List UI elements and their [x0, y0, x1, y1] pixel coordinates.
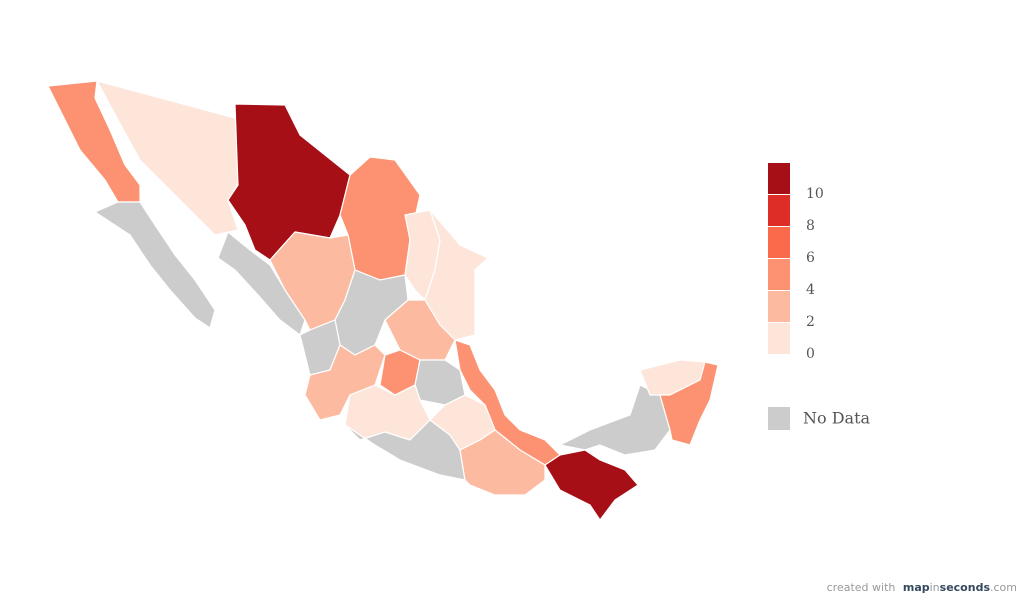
credit-prefix: created with	[827, 581, 896, 594]
credit-brand: in	[930, 581, 940, 594]
legend-swatch	[768, 291, 790, 322]
region	[94, 201, 216, 329]
credit-brand: map	[903, 581, 930, 594]
legend-label: 0	[806, 346, 815, 362]
region	[659, 361, 719, 446]
legend-swatch	[768, 407, 790, 430]
legend: 0 2 4 6 8 10 No Data	[768, 163, 871, 430]
legend-swatch	[768, 163, 790, 194]
legend-swatch	[768, 259, 790, 290]
legend-swatch	[768, 195, 790, 226]
regions	[47, 80, 719, 521]
region	[47, 80, 141, 203]
region	[459, 429, 546, 496]
region	[304, 344, 386, 421]
credit: created with mapinseconds.com	[827, 581, 1017, 594]
legend-label: 6	[806, 250, 815, 266]
legend-label: 2	[806, 314, 815, 330]
region	[544, 449, 639, 521]
legend-label: 10	[806, 186, 824, 202]
legend-label: No Data	[803, 409, 871, 428]
credit-suffix: .com	[990, 581, 1017, 594]
legend-swatch	[768, 227, 790, 258]
credit-brand: seconds	[940, 581, 991, 594]
legend-label: 4	[806, 282, 815, 298]
legend-swatch	[768, 323, 790, 354]
region	[227, 103, 351, 261]
legend-label: 8	[806, 218, 815, 234]
region	[344, 384, 431, 441]
